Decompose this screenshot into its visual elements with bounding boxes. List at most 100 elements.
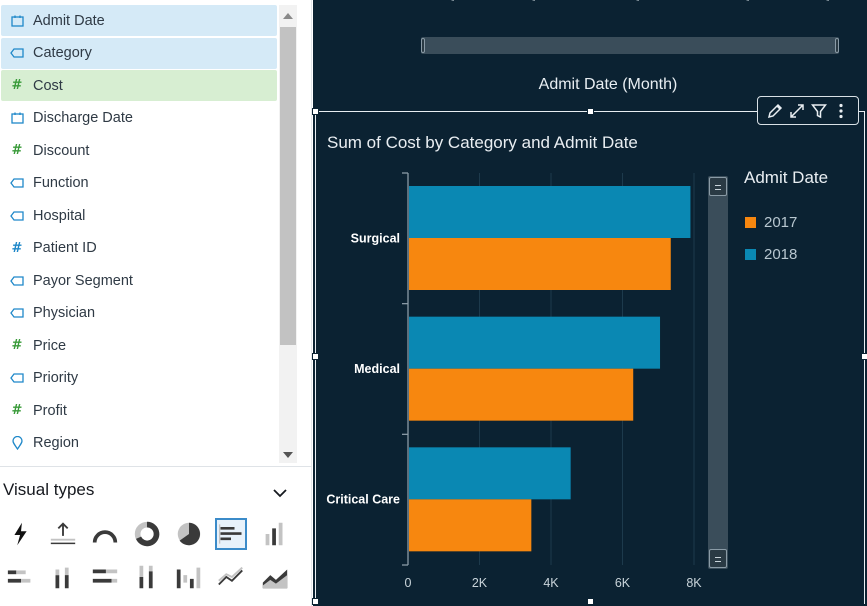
filter-icon[interactable] xyxy=(810,102,828,120)
chart-vertical-scrollbar[interactable] xyxy=(708,176,728,569)
field-priority[interactable]: Priority xyxy=(1,363,277,394)
field-label: Price xyxy=(33,337,67,354)
field-label: Admit Date xyxy=(33,12,105,29)
field-cost[interactable]: # Cost xyxy=(1,70,277,101)
dimension-tag-icon xyxy=(9,210,25,221)
donut-chart-icon[interactable] xyxy=(131,518,163,550)
legend-item-2018[interactable]: 2018 xyxy=(745,246,797,263)
x-tick-label: 4K xyxy=(543,576,559,590)
bar-surgical-2018[interactable] xyxy=(409,186,691,238)
resize-handle-bottom-left[interactable] xyxy=(312,598,319,605)
top-visual-range-slider[interactable] xyxy=(421,37,839,54)
measure-hash-icon: # xyxy=(11,143,23,158)
measure-hash-icon: # xyxy=(11,240,23,256)
pencil-icon[interactable] xyxy=(766,102,784,120)
top-visual-x-axis-title: Admit Date (Month) xyxy=(538,76,678,93)
x-tick-label: 8K xyxy=(686,576,702,590)
fields-panel: Admit Date Category # Cost Discharge Date # Di… xyxy=(0,0,312,606)
dimension-tag-icon xyxy=(9,373,25,383)
visual-toolbar xyxy=(757,96,859,125)
resize-handle-right[interactable] xyxy=(861,353,867,360)
field-admit-date[interactable]: Admit Date xyxy=(1,5,277,36)
visual-title[interactable]: Sum of Cost by Category and Admit Date xyxy=(327,133,638,152)
field-label: Payor Segment xyxy=(33,272,133,289)
slider-right-handle[interactable] xyxy=(835,38,839,53)
scroll-down-arrow-icon[interactable] xyxy=(283,452,293,458)
legend-swatch-2017 xyxy=(745,217,756,228)
horizontal-bar-chart-icon[interactable] xyxy=(215,518,247,550)
bar-medical-2018[interactable] xyxy=(409,316,661,369)
measure-hash-icon: # xyxy=(11,338,23,353)
vertical-100-stacked-bar-icon[interactable] xyxy=(131,561,163,593)
chart-scroll-bottom-handle[interactable] xyxy=(709,549,727,568)
dimension-tag-icon xyxy=(9,178,25,188)
vertical-bar-chart-icon[interactable] xyxy=(259,518,291,550)
legend-swatch-2018 xyxy=(745,249,756,260)
slider-left-handle[interactable] xyxy=(421,38,425,53)
category-label: Medical xyxy=(354,362,400,376)
field-profit[interactable]: # Profit xyxy=(1,395,277,426)
pie-chart-icon[interactable] xyxy=(173,518,205,550)
field-region[interactable]: Region xyxy=(1,428,277,459)
bar-medical-2017[interactable] xyxy=(409,368,634,421)
field-list: Admit Date Category # Cost Discharge Date # Di… xyxy=(0,5,278,465)
field-price[interactable]: # Price xyxy=(1,330,277,361)
scroll-thumb[interactable] xyxy=(280,27,296,345)
field-category[interactable]: Category xyxy=(1,37,277,69)
kpi-icon[interactable] xyxy=(47,518,79,550)
x-tick-label: 0 xyxy=(405,576,412,590)
legend-label-2017: 2017 xyxy=(764,214,798,231)
bar-critical-care-2018[interactable] xyxy=(409,447,571,500)
horizontal-100-stacked-bar-icon[interactable] xyxy=(89,561,121,593)
analysis-canvas: Admit Date (Month) Sum of Cost by Catego… xyxy=(312,0,867,606)
field-patient-id[interactable]: # Patient ID xyxy=(1,233,277,264)
chart-scroll-top-handle[interactable] xyxy=(709,177,727,196)
resize-handle-bottom[interactable] xyxy=(587,598,594,605)
field-label: Profit xyxy=(33,402,67,419)
horizontal-stacked-bar-icon[interactable] xyxy=(5,561,37,593)
area-chart-icon[interactable] xyxy=(259,561,291,593)
line-chart-icon[interactable] xyxy=(215,561,247,593)
field-label: Discount xyxy=(33,142,90,159)
location-pin-icon xyxy=(9,436,25,450)
visual-types-header[interactable]: Visual types xyxy=(3,480,95,499)
divider xyxy=(0,466,312,467)
field-discharge-date[interactable]: Discharge Date xyxy=(1,103,277,134)
chevron-down-icon[interactable] xyxy=(273,485,287,503)
resize-handle-left[interactable] xyxy=(312,353,319,360)
measure-hash-icon: # xyxy=(11,78,23,93)
field-label: Discharge Date xyxy=(33,110,133,126)
field-discount[interactable]: # Discount xyxy=(1,135,277,166)
field-function[interactable]: Function xyxy=(1,168,277,199)
dimension-tag-icon xyxy=(9,308,25,318)
field-hospital[interactable]: Hospital xyxy=(1,200,277,231)
bar-critical-care-2017[interactable] xyxy=(409,499,532,552)
field-payor-segment[interactable]: Payor Segment xyxy=(1,265,277,296)
top-visual-clipped-labels xyxy=(450,0,829,1)
more-vertical-icon[interactable] xyxy=(832,102,850,120)
waterfall-chart-icon[interactable] xyxy=(173,561,205,593)
calendar-icon xyxy=(9,112,25,124)
resize-handle-top-left[interactable] xyxy=(312,108,319,115)
field-label: Cost xyxy=(33,77,63,94)
bar-chart-visual[interactable]: Sum of Cost by Category and Admit Date 0… xyxy=(312,96,867,605)
scroll-up-arrow-icon[interactable] xyxy=(283,13,293,19)
bar-surgical-2017[interactable] xyxy=(409,238,671,290)
field-label: Physician xyxy=(33,305,96,321)
bar-chart-plot: 0 2K 4K 6K 8K Surgical Medical Critical Care xyxy=(326,172,702,590)
x-tick-label: 2K xyxy=(472,576,488,590)
autograph-bolt-icon[interactable] xyxy=(5,518,37,550)
field-list-scrollbar[interactable] xyxy=(279,5,297,463)
category-label: Critical Care xyxy=(326,493,400,507)
legend-item-2017[interactable]: 2017 xyxy=(745,214,797,231)
gauge-icon[interactable] xyxy=(89,518,121,550)
resize-handle-top[interactable] xyxy=(587,108,594,115)
category-label: Surgical xyxy=(351,231,400,245)
field-label: Region xyxy=(33,435,79,451)
legend-title: Admit Date xyxy=(744,168,829,187)
vertical-stacked-bar-icon[interactable] xyxy=(47,561,79,593)
field-physician[interactable]: Physician xyxy=(1,298,277,329)
dimension-tag-icon xyxy=(9,48,25,58)
field-label: Hospital xyxy=(33,207,86,224)
expand-icon[interactable] xyxy=(788,102,806,120)
